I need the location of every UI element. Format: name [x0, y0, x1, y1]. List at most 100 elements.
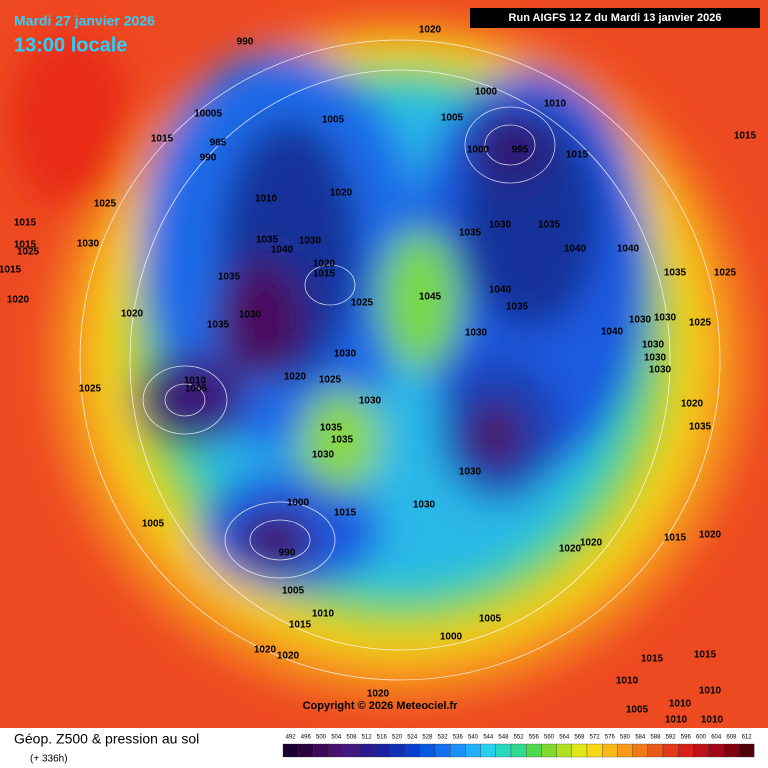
- scale-swatch: [328, 743, 344, 758]
- pressure-label: 1035: [506, 302, 529, 313]
- footer: Géop. Z500 & pression au sol (+ 336h) 49…: [14, 731, 755, 765]
- pressure-label: 1020: [277, 651, 300, 662]
- pressure-label: 1030: [459, 467, 482, 478]
- pressure-label: 1020: [7, 295, 30, 306]
- scale-label: 532: [438, 735, 449, 741]
- scale-swatch: [678, 743, 694, 758]
- scale-label: 508: [346, 735, 357, 741]
- scale-label: 580: [620, 735, 631, 741]
- pressure-label: 995: [512, 145, 529, 156]
- pressure-label: 1035: [256, 235, 279, 246]
- scale-swatch: [602, 743, 618, 758]
- pressure-label: 1000: [467, 145, 490, 156]
- pressure-label: 1040: [271, 245, 294, 256]
- pressure-label: 1005: [626, 705, 649, 716]
- scale-swatch: [662, 743, 679, 758]
- scale-label: 576: [605, 735, 616, 741]
- pressure-label: 1025: [17, 247, 40, 258]
- pressure-label: 1025: [319, 375, 342, 386]
- pressure-label: 1020: [367, 689, 390, 700]
- scale-swatch: [571, 743, 588, 758]
- pressure-label: 1035: [218, 272, 241, 283]
- pressure-label: 1020: [419, 25, 442, 36]
- scale-label: 592: [666, 735, 677, 741]
- pressure-label: 1010: [616, 676, 639, 687]
- scale-swatch: [647, 743, 664, 758]
- scale-label: 516: [377, 735, 388, 741]
- pressure-label: 1020: [681, 399, 704, 410]
- pressure-label: 1020: [559, 544, 582, 555]
- pressure-label: 1015: [334, 508, 357, 519]
- scale-label: 544: [483, 735, 494, 741]
- pressure-label: 1010: [544, 99, 567, 110]
- pressure-label: 1000: [440, 632, 463, 643]
- isobars: [79, 39, 721, 681]
- pressure-label: 1035: [207, 320, 230, 331]
- pressure-label: 1015: [694, 650, 717, 661]
- scale-swatch: [541, 743, 557, 758]
- scale-label: 552: [514, 735, 525, 741]
- scale-label: 556: [529, 735, 540, 741]
- scale-swatch: [298, 743, 314, 758]
- pressure-label: 1030: [413, 500, 436, 511]
- scale-swatch: [480, 743, 496, 758]
- pressure-label: 1020: [699, 530, 722, 541]
- scale-swatch: [693, 743, 709, 758]
- scale-swatch: [282, 743, 299, 758]
- pressure-label: 1010: [255, 194, 278, 205]
- pressure-label: 1020: [121, 309, 144, 320]
- pressure-label: 1000: [287, 498, 310, 509]
- scale-label: 604: [711, 735, 722, 741]
- scale-swatch: [617, 743, 633, 758]
- scale-label: 588: [650, 735, 661, 741]
- scale-label: 524: [407, 735, 418, 741]
- pressure-label: 1040: [601, 327, 624, 338]
- scale-label: 572: [590, 735, 601, 741]
- scale-label: 560: [544, 735, 555, 741]
- pressure-label: 1030: [239, 310, 262, 321]
- scale-label: 512: [362, 735, 373, 741]
- pressure-label: 1035: [331, 435, 354, 446]
- scale-label: 608: [726, 735, 737, 741]
- pressure-label: 1010: [669, 699, 692, 710]
- scale-label: 596: [681, 735, 692, 741]
- pressure-label: 1020: [580, 538, 603, 549]
- pressure-label: 1010: [665, 715, 688, 726]
- scale-swatch: [389, 743, 405, 758]
- pressure-label: 1005: [479, 614, 502, 625]
- copyright: Copyright © 2026 Meteociel.fr: [303, 700, 459, 712]
- scale-swatch: [632, 743, 648, 758]
- pressure-label: 1040: [617, 244, 640, 255]
- pressure-label: 1015: [566, 150, 589, 161]
- pressure-label: 1010: [312, 609, 335, 620]
- pressure-label: 1030: [489, 220, 512, 231]
- pressure-label: 1030: [644, 353, 667, 364]
- pressure-label: 1025: [79, 384, 102, 395]
- pressure-label: 1030: [642, 340, 665, 351]
- pressure-label: 1030: [649, 365, 672, 376]
- scale-label: 528: [422, 735, 433, 741]
- time: 13:00 locale: [14, 34, 127, 56]
- pressure-label: 1025: [351, 298, 374, 309]
- scale-label: 536: [453, 735, 464, 741]
- scale-swatch: [510, 743, 527, 758]
- scale-swatch: [343, 743, 360, 758]
- pressure-label: 1035: [689, 422, 712, 433]
- pressure-label: 1040: [489, 285, 512, 296]
- pressure-label: 1020: [313, 259, 336, 270]
- pressure-label: 1020: [330, 188, 353, 199]
- scale-swatch: [556, 743, 572, 758]
- scale-swatch: [434, 743, 451, 758]
- scale-swatch: [465, 743, 481, 758]
- scale-label: 612: [742, 735, 753, 741]
- scale-swatch: [404, 743, 420, 758]
- scale-swatch: [358, 743, 375, 758]
- pressure-label: 1020: [254, 645, 277, 656]
- pressure-label: 1015: [289, 620, 312, 631]
- pressure-label: 1040: [564, 244, 587, 255]
- scale-label: 496: [301, 735, 312, 741]
- pressure-label: 1015: [151, 134, 174, 145]
- scale-label: 540: [468, 735, 479, 741]
- pressure-label: 990: [237, 37, 254, 48]
